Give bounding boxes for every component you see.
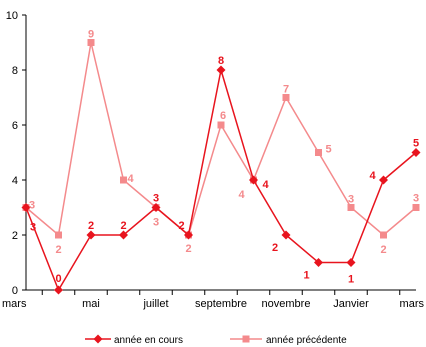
data-label: 1 (303, 270, 309, 282)
data-point (314, 258, 323, 267)
data-label: 4 (127, 173, 134, 185)
chart-axes (25, 15, 416, 291)
y-tick-label: 0 (12, 285, 18, 297)
x-tick-label: mars (2, 298, 27, 310)
y-axis-ticks: 0 2 4 6 8 10 (6, 10, 26, 297)
data-point (54, 285, 63, 295)
x-tick-label: septembre (195, 298, 247, 310)
data-label: 2 (185, 243, 191, 255)
x-tick-label: mai (82, 298, 100, 310)
y-tick-label: 10 (6, 10, 18, 22)
data-label: 6 (220, 110, 226, 122)
data-label: 8 (218, 55, 224, 67)
data-point (86, 230, 96, 240)
legend-marker (242, 335, 250, 343)
data-label: 3 (153, 193, 159, 205)
data-label: 5 (413, 138, 419, 150)
data-point (379, 175, 388, 185)
data-point (411, 148, 421, 157)
chart-legend: année en cours année précédente (85, 334, 347, 346)
legend-item: année précédente (230, 335, 347, 346)
y-tick-label: 2 (12, 230, 18, 242)
data-label: 3 (30, 222, 36, 234)
data-label: 7 (283, 84, 289, 96)
data-label: 4 (238, 189, 245, 201)
data-label: 2 (272, 242, 278, 254)
y-tick-label: 4 (12, 175, 18, 187)
data-label: 2 (380, 244, 386, 256)
data-label: 2 (178, 220, 184, 232)
data-point (346, 258, 356, 267)
x-tick-label: mars (400, 298, 425, 310)
data-point (119, 230, 128, 240)
data-point (55, 231, 62, 239)
data-label: 2 (88, 220, 94, 232)
data-label: 1 (348, 274, 354, 286)
data-label: 3 (413, 193, 419, 205)
data-point (217, 121, 225, 129)
legend-item: année en cours (85, 334, 183, 346)
data-label: 3 (348, 194, 354, 206)
legend-marker (93, 334, 103, 344)
x-tick-label: juillet (142, 298, 168, 310)
data-point (249, 175, 258, 185)
data-point (120, 176, 127, 184)
data-point (216, 65, 226, 75)
data-label: 0 (55, 273, 61, 285)
y-tick-label: 6 (12, 120, 18, 132)
data-point (281, 230, 291, 240)
data-label: 2 (120, 220, 126, 232)
data-label: 4 (262, 179, 269, 191)
data-label: 3 (29, 200, 35, 212)
data-point (315, 149, 322, 156)
data-label: 5 (325, 144, 331, 156)
data-point (21, 203, 31, 212)
data-point (380, 231, 387, 239)
chart-series (21, 39, 421, 295)
data-label: 9 (88, 29, 94, 41)
data-label: 4 (369, 170, 376, 182)
data-point (87, 39, 95, 46)
data-point (282, 94, 290, 101)
x-axis-ticks: mars mai juillet septembre novembre Janvier ma… (2, 290, 424, 310)
data-point (184, 230, 193, 240)
x-tick-label: novembre (262, 298, 311, 310)
data-point (151, 203, 161, 212)
data-point (412, 204, 420, 211)
data-label: 2 (55, 244, 61, 256)
legend-label: année précédente (266, 335, 347, 346)
legend-label: année en cours (114, 335, 183, 346)
data-label: 3 (153, 217, 159, 229)
x-tick-label: Janvier (333, 298, 369, 310)
y-tick-label: 8 (12, 65, 18, 77)
series-line (25, 69, 417, 292)
data-point (347, 204, 355, 211)
